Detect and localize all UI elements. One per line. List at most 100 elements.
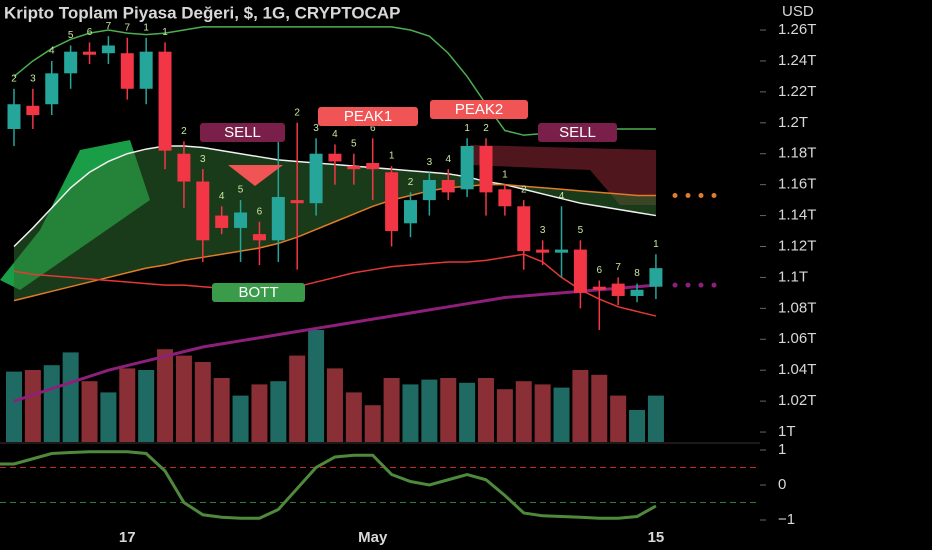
annotation-box: [538, 123, 617, 142]
y-tick-label: −1: [778, 511, 795, 528]
volume-bar: [194, 362, 211, 442]
count-label: 8: [634, 268, 640, 279]
count-label: 5: [351, 138, 357, 149]
candle-body: [7, 104, 21, 129]
candle-body: [366, 162, 380, 170]
count-label: 1: [653, 239, 659, 250]
count-label: 5: [238, 185, 244, 196]
count-label: 7: [124, 22, 130, 33]
volume-bar: [270, 381, 287, 442]
volume-bar: [534, 384, 551, 442]
volume-bar: [6, 371, 22, 442]
cloud-fill: [14, 145, 656, 301]
candle-body: [215, 215, 229, 228]
candle-body: [517, 206, 531, 252]
y-tick-label: 1.1T: [778, 268, 808, 285]
sell-arrow: [228, 165, 283, 186]
annotation-label: SELL: [559, 124, 596, 141]
candle-body: [555, 249, 569, 253]
candle-body: [479, 145, 493, 193]
annotation-box: [318, 107, 418, 126]
y-tick-label: 1.22T: [778, 83, 816, 100]
annotation-box: [430, 100, 528, 119]
candle-body: [385, 172, 399, 232]
candle-body: [83, 51, 97, 55]
y-tick-label: 1T: [778, 423, 796, 440]
annotation-box: [212, 283, 305, 302]
candle-body: [630, 289, 644, 296]
count-label: 3: [200, 154, 206, 165]
volume-bar: [383, 378, 400, 442]
count-label: 3: [540, 225, 546, 236]
x-tick-label: May: [358, 529, 388, 546]
annotation-label: PEAK2: [455, 101, 503, 118]
volume-bar: [213, 378, 230, 442]
count-label: 4: [559, 191, 565, 202]
annotation-box: [200, 123, 285, 142]
volume-bar: [232, 395, 249, 442]
volume-bar: [157, 349, 174, 442]
candle-body: [177, 153, 191, 182]
candle-body: [101, 45, 115, 54]
y-tick-label: 1.02T: [778, 392, 816, 409]
volume-bar: [251, 384, 268, 442]
x-tick-label: 17: [119, 529, 136, 546]
candle-body: [158, 51, 172, 151]
volume-bar: [515, 381, 532, 442]
count-label: 6: [370, 123, 376, 134]
candle-body: [403, 200, 417, 224]
candle-body: [592, 286, 606, 290]
candle-body: [139, 51, 153, 89]
projection-dot: [685, 192, 691, 198]
count-label: 4: [332, 129, 338, 140]
projection-dot: [711, 192, 717, 198]
count-label: 3: [313, 123, 319, 134]
price-pane: 23456771123456123456123412123456781: [0, 21, 664, 442]
candle-body: [196, 181, 210, 241]
y-tick-label: 1.04T: [778, 361, 816, 378]
count-label: 7: [106, 21, 112, 32]
candle-body: [234, 212, 248, 228]
count-label: 6: [596, 265, 602, 276]
volume-bar: [175, 355, 192, 442]
candle-body: [252, 234, 266, 241]
volume-bar: [421, 379, 438, 442]
volume-bar: [119, 368, 136, 442]
volume-bar: [100, 392, 117, 442]
indicator-line: [13, 183, 656, 302]
candle-body: [611, 283, 625, 296]
count-label: 1: [464, 123, 470, 134]
count-label: 1: [389, 151, 395, 162]
candle-body: [120, 53, 134, 89]
candle-body: [422, 180, 436, 201]
candle-body: [573, 249, 587, 293]
volume-bar: [591, 374, 608, 442]
count-label: 5: [68, 30, 74, 41]
candle-body: [64, 51, 78, 74]
volume-bar: [326, 368, 343, 442]
count-label: 4: [219, 191, 225, 202]
candle-body: [347, 166, 361, 170]
volume-bar: [345, 392, 362, 442]
candle-body: [45, 73, 59, 105]
y-tick-label: 1.2T: [778, 114, 808, 131]
candle-body: [26, 105, 40, 116]
count-label: 3: [427, 157, 433, 168]
count-label: 6: [87, 27, 93, 38]
volume-bar: [459, 382, 476, 442]
projection-dot: [685, 282, 691, 288]
projection-dot: [711, 282, 717, 288]
volume-bar: [610, 395, 627, 442]
candle-body: [290, 200, 304, 204]
annotation-label: BOTT: [239, 284, 279, 301]
count-label: 4: [445, 154, 451, 165]
projection-dot: [698, 192, 704, 198]
count-label: 1: [502, 169, 508, 180]
count-label: 3: [30, 73, 36, 84]
volume-bar: [81, 381, 98, 442]
count-label: 7: [615, 262, 621, 273]
y-tick-label: 1.16T: [778, 176, 816, 193]
candle-body: [309, 153, 323, 204]
y-tick-label: 1.18T: [778, 145, 816, 162]
